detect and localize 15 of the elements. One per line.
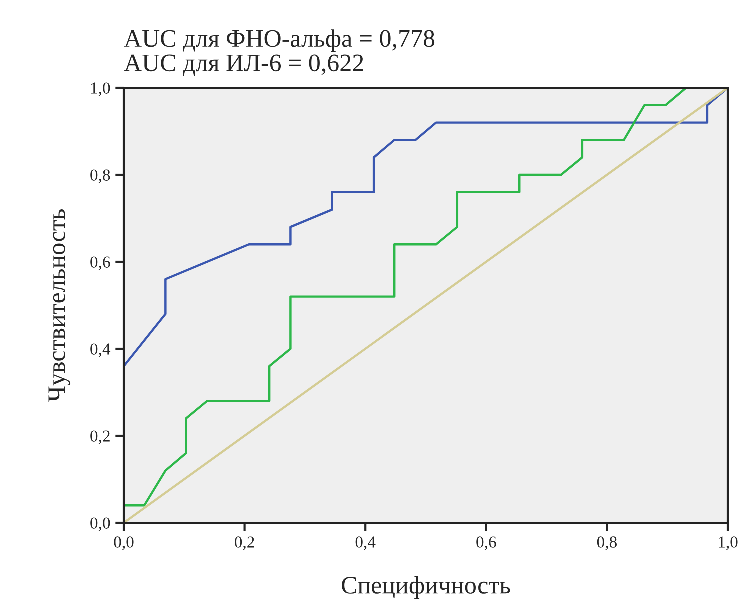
y-tick-label: 1,0 bbox=[91, 82, 110, 96]
y-tick-label: 0,6 bbox=[90, 256, 110, 270]
x-tick-label: 0,6 bbox=[476, 536, 496, 550]
y-tick-label: 0,0 bbox=[90, 518, 110, 532]
y-tick-label: 0,4 bbox=[90, 344, 111, 358]
chart-title: AUC для ФНО-альфа = 0,778 AUC для ИЛ-6 = 0,622 bbox=[124, 30, 435, 76]
x-tick-label: 0,0 bbox=[114, 536, 134, 550]
x-tick-label: 0,2 bbox=[235, 536, 254, 550]
x-tick-label: 1,0 bbox=[719, 536, 738, 550]
x-axis-title: Специфичность bbox=[342, 576, 510, 599]
x-tick-label: 0,8 bbox=[597, 536, 617, 550]
y-axis-title: Чувствительность bbox=[48, 210, 71, 402]
y-tick-label: 0,8 bbox=[90, 170, 110, 184]
y-tick-label: 0,2 bbox=[90, 430, 110, 444]
x-tick-label: 0,4 bbox=[356, 536, 376, 550]
